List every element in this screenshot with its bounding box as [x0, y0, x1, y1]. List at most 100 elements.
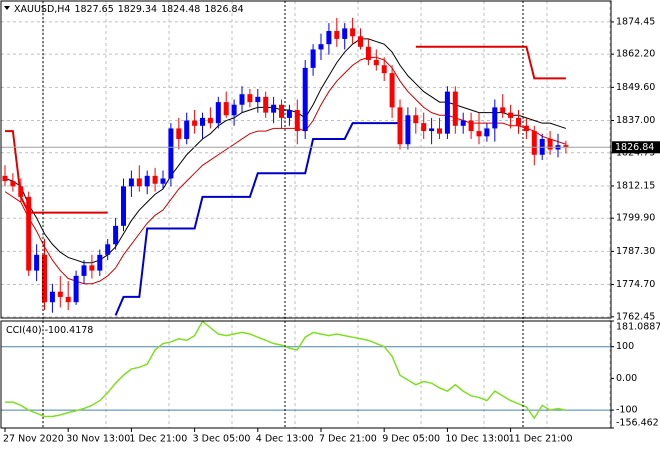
x-tick-label: 27 Nov 2020: [3, 434, 64, 445]
y-tick-label: 1874.45: [616, 16, 655, 27]
candle-body: [381, 65, 387, 74]
candle-body: [263, 96, 269, 113]
candle-body: [358, 36, 363, 47]
cci-tick-label: -100: [616, 405, 638, 416]
candle-body: [200, 117, 205, 126]
candle-body: [271, 104, 277, 113]
cci-tick-label: 181.0887: [616, 322, 660, 333]
plot: [1, 17, 611, 420]
y-tick-label: 1812.15: [616, 180, 655, 191]
candle-body: [223, 102, 229, 116]
indicator-line: [415, 45, 566, 80]
candle-body: [508, 112, 514, 118]
main-frame: [0, 0, 612, 319]
ohlc-value: 1826.84: [204, 4, 243, 15]
candle-body: [113, 225, 119, 245]
ohlc-value: 1829.34: [118, 4, 157, 15]
grid: [1, 1, 611, 428]
cci-tick-label: 0.00: [616, 373, 637, 384]
x-tick-label: 4 Dec 13:00: [256, 434, 314, 445]
candle-body: [121, 186, 126, 226]
candle-body: [207, 117, 213, 124]
candle-body: [342, 28, 348, 39]
current-price-label: 1826.84: [615, 142, 654, 153]
candle-body: [294, 110, 300, 132]
x-tick-label: 10 Dec 13:00: [445, 434, 509, 445]
candle-body: [563, 145, 569, 148]
candle-body: [373, 59, 379, 66]
candle-body: [279, 104, 284, 118]
candle-body: [136, 178, 142, 187]
candle-body: [286, 110, 292, 118]
candle-body: [405, 115, 411, 145]
cci-tick-label: 100: [616, 341, 634, 352]
candle-body: [10, 181, 16, 187]
cci-value: -100.4178: [45, 325, 94, 336]
y-tick-label: 1762.45: [616, 311, 655, 322]
ohlc-value: 1824.48: [161, 4, 200, 15]
candle-body: [89, 265, 95, 271]
candle-body: [523, 125, 529, 132]
ohlc-value: 1827.65: [74, 4, 113, 15]
y-tick-label: 1774.70: [616, 279, 655, 290]
candle-body: [81, 265, 87, 276]
candle-body: [192, 120, 198, 126]
candle-body: [231, 104, 237, 116]
candle-body: [215, 102, 221, 124]
candle-body: [168, 128, 174, 179]
x-tick-label: 11 Dec 21:00: [509, 434, 573, 445]
candle-body: [49, 291, 55, 303]
y-tick-label: 1862.20: [616, 49, 655, 60]
candle-body: [18, 186, 24, 197]
candle-body: [516, 117, 521, 126]
candle-body: [468, 120, 474, 132]
candle-body: [429, 128, 435, 132]
candle-body: [437, 128, 442, 134]
y-tick-label: 1787.30: [616, 246, 655, 257]
candle-body: [476, 131, 482, 137]
x-tick-label: 30 Nov 13:00: [66, 434, 130, 445]
candle-body: [2, 175, 8, 182]
candle-body: [97, 254, 103, 271]
candle-body: [57, 291, 63, 297]
candle-body: [318, 44, 324, 50]
candle-body: [160, 178, 166, 184]
y-tick-label: 1837.00: [616, 115, 655, 126]
candle-body: [310, 49, 316, 68]
cci-title: CCI(40): [6, 325, 42, 336]
indicator-line: [5, 130, 108, 214]
candle-body: [350, 28, 356, 37]
candle-body: [42, 254, 47, 303]
candle-body: [176, 128, 182, 139]
candle-body: [397, 107, 403, 145]
candle-body: [128, 178, 134, 187]
cci-frame: [0, 320, 612, 429]
y-tick-label: 1849.60: [616, 82, 655, 93]
candle-body: [65, 296, 71, 303]
candle-body: [144, 175, 150, 187]
candle-body: [531, 131, 537, 155]
candle-body: [239, 94, 245, 105]
candle-body: [247, 94, 253, 103]
candle-body: [500, 107, 506, 113]
candle-body: [365, 46, 371, 60]
menu-arrow[interactable]: [4, 6, 10, 10]
chart-header: XAUUSD,H4 1827.65 1829.34 1824.48 1826.84: [14, 4, 244, 15]
symbol: XAUUSD,H4: [14, 4, 70, 15]
current-price-box: [612, 141, 660, 154]
y-tick-label: 1799.90: [616, 213, 655, 224]
candle-body: [326, 31, 332, 45]
candle-body: [302, 67, 308, 132]
candle-body: [484, 128, 490, 137]
candle-body: [444, 91, 450, 134]
candle-body: [26, 196, 32, 271]
x-tick-label: 3 Dec 05:00: [193, 434, 251, 445]
candle-body: [413, 115, 419, 124]
cci-tick-label: -156.462: [616, 418, 659, 429]
candle-body: [547, 138, 553, 150]
cci-header: CCI(40) -100.4178: [6, 325, 93, 336]
candle-body: [255, 96, 261, 103]
candle-body: [334, 31, 340, 39]
candle-body: [452, 91, 458, 126]
